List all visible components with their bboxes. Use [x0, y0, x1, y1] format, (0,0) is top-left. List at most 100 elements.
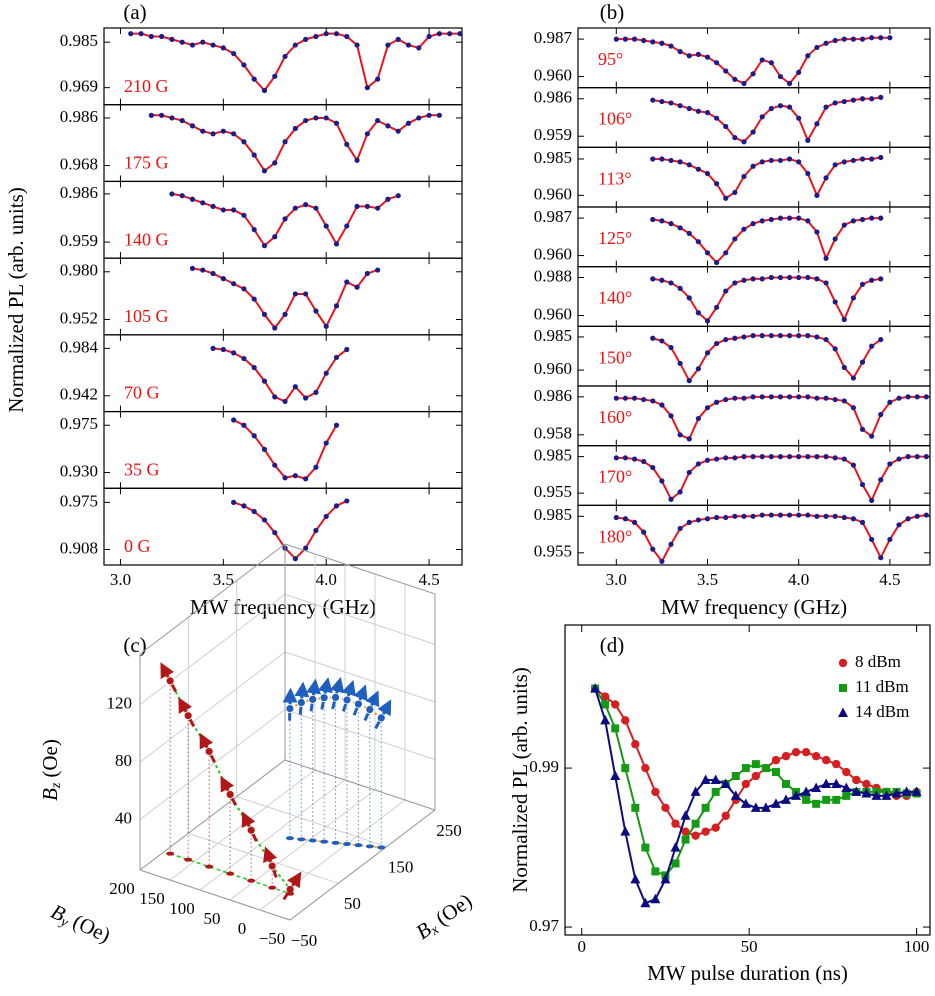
grid-line: [284, 709, 436, 761]
data-point: [364, 203, 370, 210]
data-point: [659, 478, 665, 484]
data-point: [805, 512, 811, 518]
data-point: [686, 378, 692, 384]
data-point: [821, 755, 831, 765]
data-point: [704, 170, 711, 177]
data-point: [841, 782, 852, 792]
data-point: [333, 354, 340, 361]
data-point: [832, 100, 838, 106]
data-point: [622, 516, 629, 522]
data-point: [416, 115, 422, 121]
data-point: [923, 454, 929, 460]
data-point: [711, 787, 720, 796]
data-point: [695, 51, 701, 57]
data-point: [691, 831, 700, 840]
data-point: [777, 512, 784, 518]
floor-point: [377, 845, 386, 850]
data-point: [859, 96, 866, 102]
data-point: [292, 291, 298, 297]
data-point: [777, 215, 784, 221]
data-point: [292, 556, 298, 562]
data-point: [796, 274, 802, 281]
data-point: [805, 454, 811, 460]
y-tick-label: 0.99: [529, 757, 559, 776]
data-point: [659, 98, 665, 105]
y-tick-label: 0.960: [534, 359, 572, 378]
data-point: [861, 788, 872, 798]
field-point: [285, 704, 295, 713]
data-point: [600, 714, 611, 725]
data-point: [668, 221, 674, 227]
data-point: [859, 156, 866, 162]
y-tick-label: 0.955: [534, 542, 572, 561]
data-point: [759, 394, 765, 400]
data-point: [859, 519, 866, 525]
data-point: [622, 455, 629, 461]
grid-line: [236, 796, 387, 848]
data-point: [272, 234, 278, 240]
data-point: [210, 42, 216, 48]
data-point: [768, 394, 774, 400]
data-point: [791, 747, 801, 757]
data-point: [169, 115, 175, 121]
fit-line: [192, 267, 378, 330]
data-point: [261, 243, 268, 249]
data-point: [878, 411, 884, 418]
data-point: [732, 395, 738, 401]
data-point: [859, 36, 866, 42]
data-point: [681, 835, 690, 844]
data-point: [741, 454, 747, 460]
data-point: [871, 790, 882, 800]
data-point: [344, 279, 350, 285]
data-point: [750, 394, 756, 400]
data-point: [313, 33, 319, 40]
data-point: [768, 454, 774, 460]
data-point: [823, 104, 829, 110]
data-point: [650, 464, 656, 471]
legend-label: 8 dBm: [855, 652, 901, 671]
data-point: [231, 207, 237, 213]
data-point: [869, 96, 875, 102]
legend-marker: [838, 707, 848, 717]
data-point: [732, 513, 738, 519]
data-point: [777, 103, 784, 109]
data-point: [878, 154, 884, 161]
data-point: [650, 335, 656, 341]
data-point: [768, 512, 774, 518]
data-point: [668, 100, 674, 106]
data-point: [923, 512, 929, 518]
data-point: [631, 803, 640, 812]
y-tick-label: 0.986: [60, 107, 98, 126]
data-point: [695, 366, 701, 372]
data-point: [313, 205, 319, 211]
data-point: [189, 196, 196, 202]
y-tick-label: 0.987: [534, 28, 573, 47]
data-point: [771, 755, 781, 765]
subplot-label: 125°: [598, 228, 632, 248]
data-point: [650, 216, 656, 223]
data-point: [395, 128, 401, 134]
subplot-label: 140°: [598, 288, 632, 308]
data-point: [659, 338, 665, 344]
data-point: [850, 218, 856, 224]
data-point: [869, 277, 875, 283]
data-point: [786, 156, 793, 162]
data-point: [782, 779, 791, 788]
data-point: [641, 37, 647, 44]
data-point: [138, 31, 144, 37]
data-point: [914, 454, 920, 460]
data-point: [241, 212, 247, 218]
data-point: [159, 112, 165, 118]
data-point: [723, 68, 729, 74]
data-point: [631, 740, 640, 749]
data-point: [805, 274, 811, 281]
data-point: [292, 42, 298, 48]
field-point: [331, 692, 340, 702]
data-point: [786, 104, 793, 110]
data-point: [850, 97, 856, 103]
data-point: [695, 108, 701, 114]
data-point: [714, 304, 720, 310]
field-point: [225, 790, 235, 799]
y-tick-label: 0.987: [534, 207, 573, 226]
data-point: [148, 112, 154, 118]
